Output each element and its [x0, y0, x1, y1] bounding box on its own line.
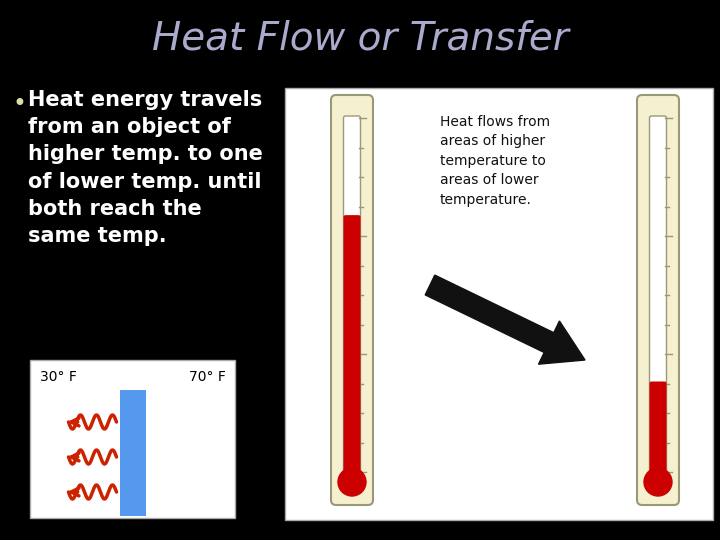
FancyArrow shape [426, 275, 585, 364]
Circle shape [338, 468, 366, 496]
FancyBboxPatch shape [649, 381, 667, 474]
Text: Heat energy travels
from an object of
higher temp. to one
of lower temp. until
b: Heat energy travels from an object of hi… [28, 90, 263, 246]
FancyBboxPatch shape [331, 95, 373, 505]
Text: Heat Flow or Transfer: Heat Flow or Transfer [152, 19, 568, 57]
FancyBboxPatch shape [637, 95, 679, 505]
Text: 70° F: 70° F [189, 370, 225, 384]
FancyBboxPatch shape [30, 360, 235, 518]
Text: 30° F: 30° F [40, 370, 76, 384]
Text: •: • [12, 92, 26, 116]
FancyBboxPatch shape [285, 88, 713, 520]
FancyBboxPatch shape [649, 116, 667, 474]
Circle shape [644, 468, 672, 496]
Text: Heat flows from
areas of higher
temperature to
areas of lower
temperature.: Heat flows from areas of higher temperat… [440, 115, 550, 207]
FancyBboxPatch shape [120, 390, 145, 516]
FancyBboxPatch shape [343, 215, 361, 474]
FancyBboxPatch shape [343, 116, 361, 474]
